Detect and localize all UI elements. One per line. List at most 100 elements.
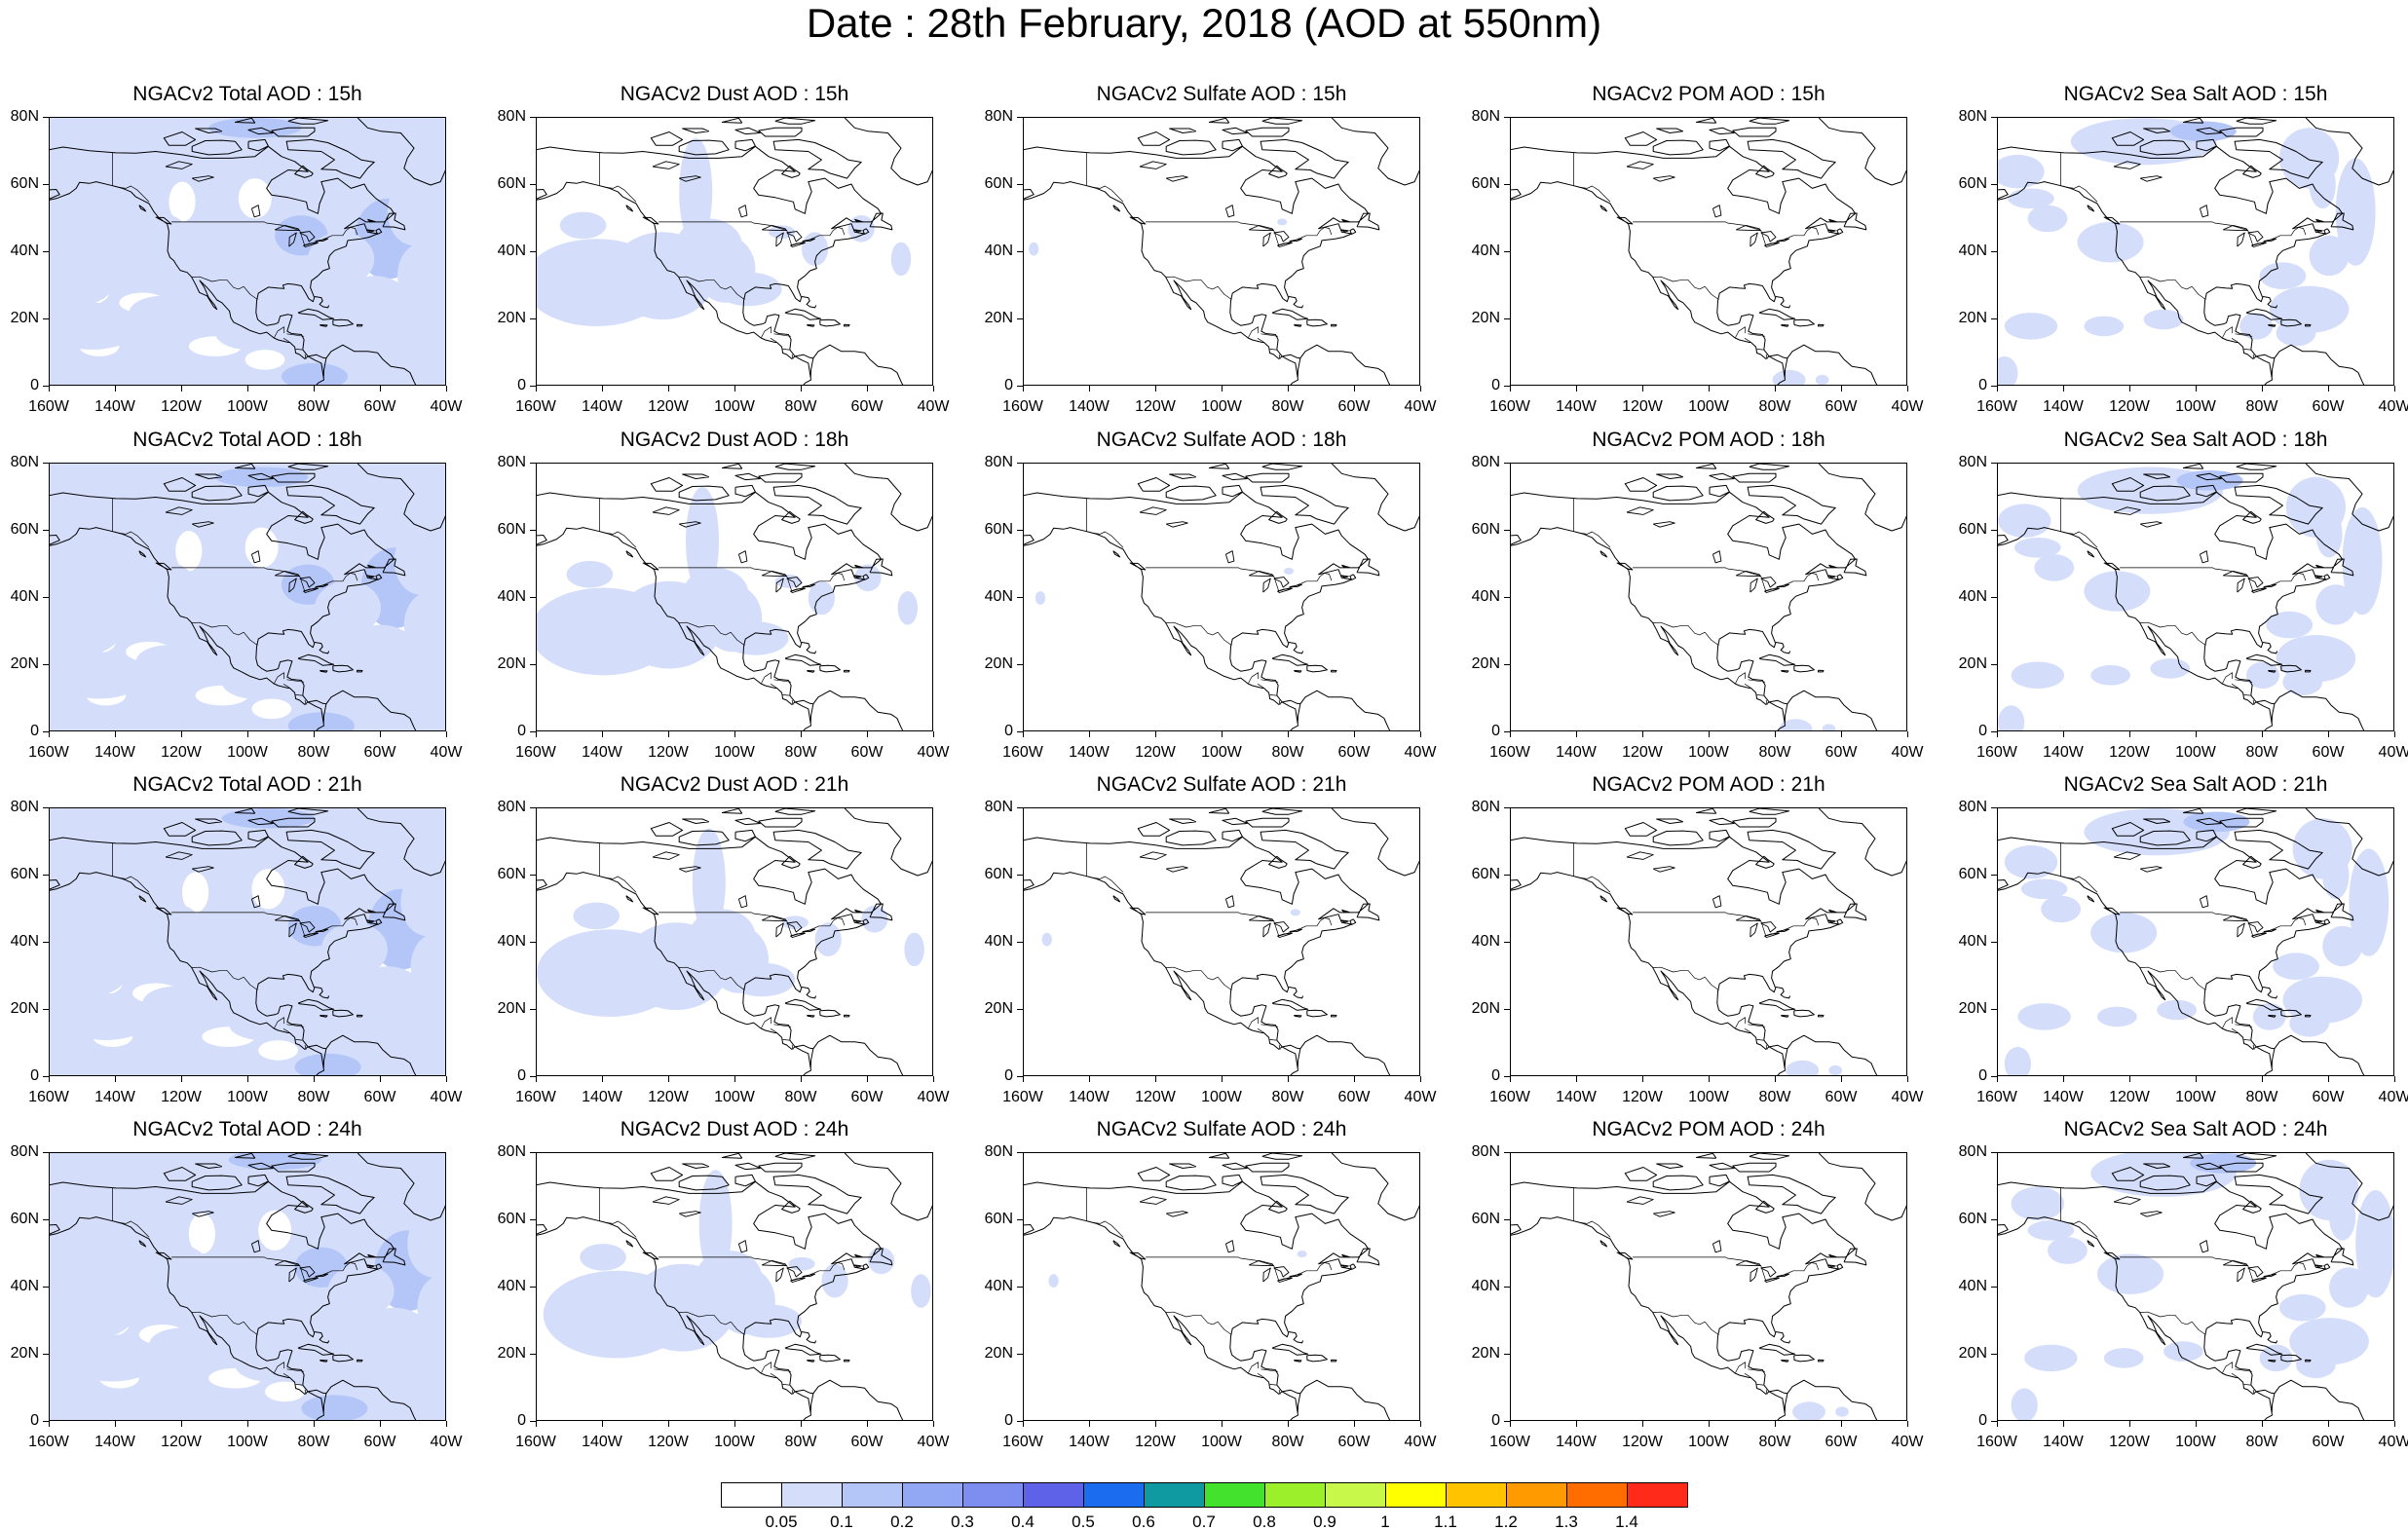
x-tick-label: 80W [297, 744, 330, 761]
map-plot-area [1023, 463, 1420, 731]
y-tick-mark [530, 807, 536, 808]
x-tick-mark [1023, 1076, 1024, 1082]
x-tick-mark [314, 386, 315, 392]
coastline [50, 118, 445, 385]
colorbar-cell [781, 1482, 843, 1508]
map-plot-area [1510, 807, 1907, 1076]
y-tick-mark [530, 1009, 536, 1010]
map-plot-area [1997, 117, 2394, 386]
aod-field-cell [1998, 154, 2045, 189]
x-tick-label: 40W [1891, 1434, 1924, 1450]
x-tick-mark [602, 731, 603, 737]
x-tick-mark [602, 1076, 603, 1082]
aod-map [1998, 464, 2393, 730]
x-tick-mark [1841, 1076, 1842, 1082]
x-tick-label: 80W [297, 1434, 330, 1450]
x-tick-mark [867, 1421, 868, 1427]
x-tick-label: 160W [1489, 1434, 1530, 1450]
map-plot-area [1997, 807, 2394, 1076]
aod-field-cell [2048, 1237, 2088, 1264]
map-plot-area [49, 807, 446, 1076]
aod-clear-patch [265, 1381, 305, 1402]
x-tick-mark [1907, 386, 1908, 392]
y-tick-mark [43, 731, 49, 732]
y-tick-mark [43, 1219, 49, 1220]
map-panel: NGACv2 Dust AOD : 18h 80N 60N 40N 20N 0 160W 14… [498, 429, 950, 761]
aod-map [1511, 808, 1906, 1075]
aod-field-cell [2143, 309, 2184, 330]
x-tick-label: 120W [2109, 744, 2150, 761]
map-panel: NGACv2 Total AOD : 21h 80N 60N 40N 20N 0 160W 1… [11, 773, 463, 1105]
aod-field-cell [788, 1256, 815, 1271]
aod-map [1024, 118, 1419, 385]
y-tick-label: 80N [10, 454, 39, 470]
map-panel: NGACv2 POM AOD : 18h 80N 60N 40N 20N 0 160W 140… [1472, 429, 1924, 761]
x-tick-label: 120W [1135, 1434, 1176, 1450]
x-tick-mark [1709, 1421, 1710, 1427]
map-plot-area [536, 807, 933, 1076]
colorbar-label: 1.3 [1555, 1512, 1578, 1531]
aod-field-cell [397, 242, 445, 310]
colorbar-label: 0.8 [1253, 1512, 1276, 1531]
aod-field-cell [50, 359, 110, 385]
x-tick-label: 40W [1891, 398, 1924, 415]
aod-field-cell [56, 1284, 136, 1338]
colorbar-label: 1.2 [1494, 1512, 1518, 1531]
x-tick-label: 160W [1002, 1089, 1043, 1105]
map-panel: NGACv2 Sulfate AOD : 21h 80N 60N 40N 20N 0 160… [985, 773, 1437, 1105]
x-tick-label: 40W [917, 1434, 950, 1450]
y-tick-mark [1991, 530, 1997, 531]
map-panel: NGACv2 Dust AOD : 24h 80N 60N 40N 20N 0 160W 14… [498, 1118, 950, 1450]
panel-title: NGACv2 Sea Salt AOD : 15h [2063, 83, 2328, 105]
y-tick-label: 60N [984, 175, 1013, 192]
aod-map [1511, 1153, 1906, 1420]
aod-field-cell [129, 295, 196, 330]
y-tick-mark [530, 463, 536, 464]
y-tick-mark [43, 184, 49, 185]
map-plot-area [49, 117, 446, 386]
x-tick-mark [933, 1076, 934, 1082]
x-tick-mark [314, 1421, 315, 1427]
colorbar-cell [1144, 1482, 1205, 1508]
y-tick-label: 0 [1004, 377, 1013, 393]
panel-title: NGACv2 POM AOD : 24h [1592, 1118, 1825, 1140]
aod-map [50, 808, 445, 1075]
y-tick-mark [1504, 807, 1510, 808]
x-tick-mark [446, 1076, 447, 1082]
map-panel: NGACv2 Total AOD : 18h 80N 60N 40N 20N 0 160W 1… [11, 429, 463, 761]
y-tick-mark [1504, 1354, 1510, 1355]
x-tick-label: 140W [2043, 1089, 2084, 1105]
x-tick-mark [668, 731, 669, 737]
x-tick-mark [536, 386, 537, 392]
y-tick-mark [530, 1421, 536, 1422]
panel-title: NGACv2 Sea Salt AOD : 24h [2063, 1118, 2328, 1140]
panel-title: NGACv2 Dust AOD : 21h [620, 773, 849, 796]
x-tick-mark [1222, 386, 1223, 392]
aod-field-cell [2017, 1003, 2071, 1030]
aod-field-cell [62, 1392, 130, 1419]
x-tick-mark [2129, 1076, 2130, 1082]
x-tick-label: 120W [648, 398, 689, 415]
y-tick-mark [1504, 1421, 1510, 1422]
panel-title: NGACv2 Sulfate AOD : 21h [1096, 773, 1347, 796]
y-tick-mark [43, 117, 49, 118]
x-tick-label: 60W [850, 398, 884, 415]
x-tick-mark [1907, 1421, 1908, 1427]
aod-field-cell [692, 828, 726, 937]
x-tick-mark [668, 1421, 669, 1427]
x-tick-label: 80W [1758, 1089, 1791, 1105]
x-tick-label: 160W [1489, 1089, 1530, 1105]
y-tick-label: 0 [517, 377, 526, 393]
x-tick-mark [247, 386, 248, 392]
x-tick-mark [115, 1076, 116, 1082]
y-tick-mark [1991, 1076, 1997, 1077]
aod-field-cell [2252, 1003, 2286, 1030]
x-tick-label: 120W [648, 1089, 689, 1105]
y-tick-mark [530, 386, 536, 387]
x-tick-mark [1997, 1421, 1998, 1427]
x-tick-mark [668, 1076, 669, 1082]
y-tick-label: 0 [1978, 1067, 1987, 1084]
x-tick-mark [602, 1421, 603, 1427]
x-tick-label: 40W [2378, 744, 2408, 761]
x-tick-mark [1907, 1076, 1908, 1082]
